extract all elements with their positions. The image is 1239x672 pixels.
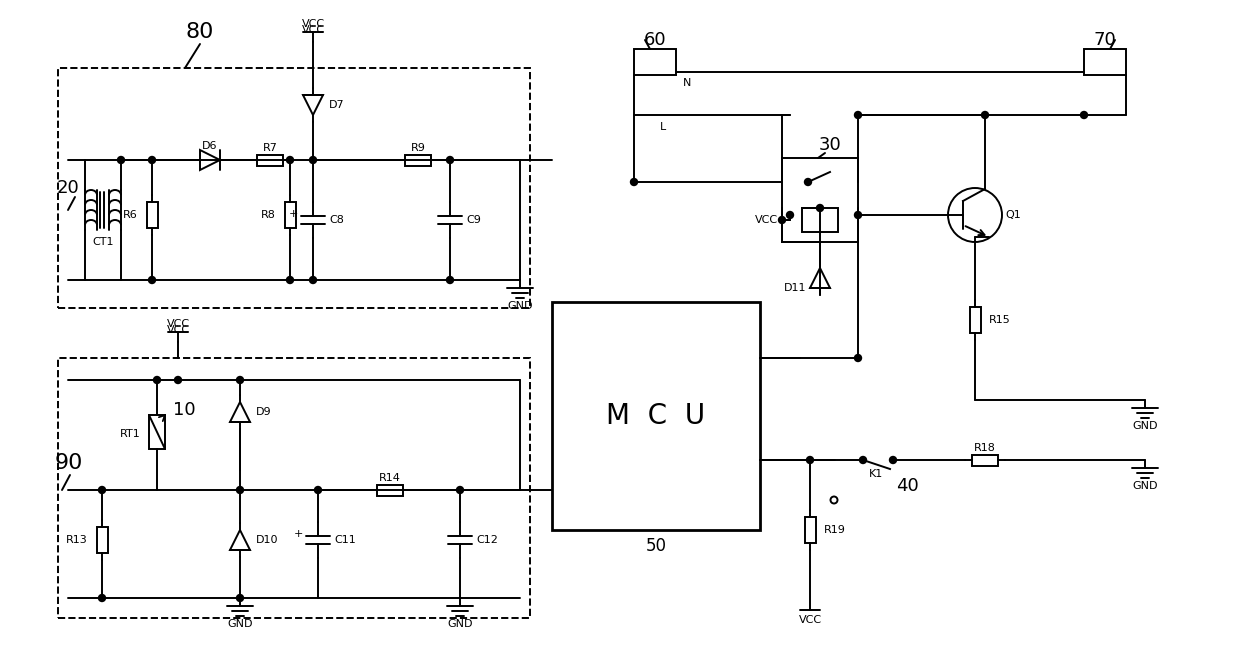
Text: C8: C8 — [330, 215, 344, 225]
Circle shape — [118, 157, 124, 163]
Text: VCC+: VCC+ — [755, 215, 788, 225]
Text: R13: R13 — [66, 535, 88, 545]
Bar — [1084, 49, 1126, 75]
Circle shape — [237, 487, 244, 493]
Circle shape — [237, 376, 244, 384]
Circle shape — [981, 112, 989, 118]
Text: RT1: RT1 — [120, 429, 141, 439]
Text: 10: 10 — [173, 401, 196, 419]
Text: GND: GND — [227, 619, 253, 629]
Circle shape — [778, 216, 786, 224]
Circle shape — [237, 595, 244, 601]
Bar — [97, 527, 108, 553]
Text: CT1: CT1 — [92, 237, 114, 247]
Text: GND: GND — [447, 619, 473, 629]
Text: D11: D11 — [783, 283, 807, 293]
Text: K1: K1 — [869, 469, 883, 479]
Bar — [149, 415, 165, 449]
Circle shape — [310, 276, 316, 284]
Text: 20: 20 — [57, 179, 79, 197]
Circle shape — [286, 157, 294, 163]
Text: 40: 40 — [896, 477, 919, 495]
Bar — [804, 517, 815, 543]
Text: R18: R18 — [974, 443, 996, 453]
Circle shape — [807, 456, 814, 464]
Text: C12: C12 — [476, 535, 498, 545]
Text: D7: D7 — [330, 100, 344, 110]
Text: +: + — [294, 529, 304, 539]
Circle shape — [98, 487, 105, 493]
Bar — [58, 358, 530, 618]
Circle shape — [456, 487, 463, 493]
Text: C9: C9 — [466, 215, 481, 225]
Bar — [782, 158, 857, 242]
Bar — [146, 202, 157, 228]
Bar — [634, 49, 676, 75]
Text: R6: R6 — [123, 210, 138, 220]
Text: R7: R7 — [263, 143, 278, 153]
Circle shape — [631, 179, 638, 185]
Bar — [377, 485, 403, 495]
Bar — [58, 68, 530, 308]
Text: GND: GND — [1132, 421, 1157, 431]
Text: VCC: VCC — [798, 615, 821, 625]
Bar — [405, 155, 431, 165]
Text: Q1: Q1 — [1005, 210, 1021, 220]
Circle shape — [855, 212, 861, 218]
Circle shape — [804, 179, 812, 185]
Text: D6: D6 — [202, 141, 218, 151]
Circle shape — [310, 157, 316, 163]
Bar — [285, 202, 295, 228]
Text: VCC: VCC — [301, 19, 325, 29]
Circle shape — [855, 355, 861, 362]
Circle shape — [855, 112, 861, 118]
Circle shape — [149, 276, 156, 284]
Text: VCC: VCC — [166, 325, 190, 335]
Circle shape — [860, 456, 866, 464]
Circle shape — [154, 376, 161, 384]
Text: +: + — [289, 209, 299, 219]
Bar — [553, 302, 760, 530]
Text: L: L — [660, 122, 667, 132]
Text: R15: R15 — [989, 315, 1011, 325]
Text: D10: D10 — [256, 535, 279, 545]
Circle shape — [175, 376, 181, 384]
Circle shape — [315, 487, 321, 493]
Bar — [973, 454, 997, 466]
Text: D9: D9 — [256, 407, 271, 417]
Text: 70: 70 — [1094, 31, 1116, 49]
Circle shape — [787, 212, 793, 218]
Text: 80: 80 — [186, 22, 214, 42]
Text: 30: 30 — [819, 136, 841, 154]
Text: 90: 90 — [55, 453, 83, 473]
Circle shape — [817, 204, 824, 212]
Text: C11: C11 — [335, 535, 356, 545]
Circle shape — [890, 456, 897, 464]
Circle shape — [98, 595, 105, 601]
Text: GND: GND — [507, 301, 533, 311]
Text: R14: R14 — [379, 473, 401, 483]
Text: 60: 60 — [644, 31, 667, 49]
Text: M  C  U: M C U — [606, 402, 705, 430]
Text: R8: R8 — [261, 210, 276, 220]
Circle shape — [446, 157, 453, 163]
Text: 50: 50 — [646, 537, 667, 555]
Text: VCC: VCC — [301, 25, 325, 35]
Bar — [969, 307, 980, 333]
Bar — [256, 155, 282, 165]
Circle shape — [149, 157, 156, 163]
Text: GND: GND — [1132, 481, 1157, 491]
Circle shape — [446, 276, 453, 284]
Circle shape — [1080, 112, 1088, 118]
Circle shape — [286, 276, 294, 284]
Text: R9: R9 — [410, 143, 425, 153]
Text: R19: R19 — [824, 525, 846, 535]
Text: N: N — [683, 78, 691, 88]
Bar — [802, 208, 838, 232]
Text: VCC: VCC — [166, 319, 190, 329]
